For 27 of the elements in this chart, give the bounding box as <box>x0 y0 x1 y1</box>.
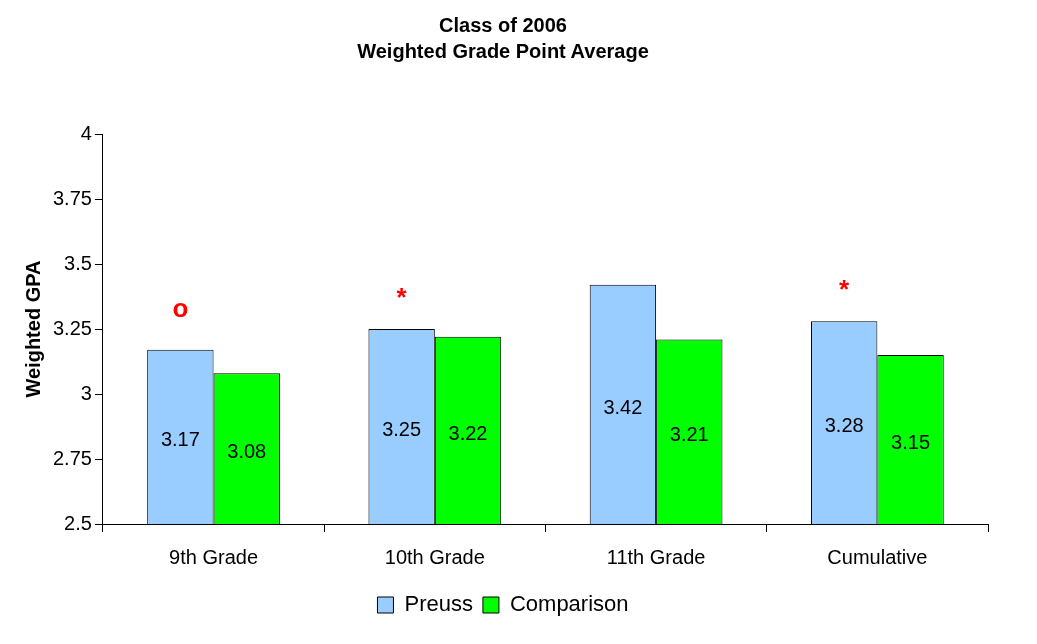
y-tick-label: 4 <box>80 121 92 144</box>
chart-subtitle: Weighted Grade Point Average <box>357 39 649 62</box>
data-label: 3.15 <box>891 431 931 454</box>
chart-title: Class of 2006 <box>439 13 567 36</box>
legend-label: Comparison <box>509 591 629 617</box>
y-tick-label: 3 <box>80 381 92 404</box>
legend-label: Preuss <box>404 591 473 617</box>
data-label: 3.42 <box>603 395 643 418</box>
x-tick-label: 10th Grade <box>384 545 485 568</box>
data-label: 3.22 <box>448 421 488 444</box>
y-tick-label: 3.75 <box>52 186 92 209</box>
annotation: o <box>172 292 189 323</box>
x-tick-label: Cumulative <box>827 545 928 568</box>
data-label: 3.28 <box>824 414 864 437</box>
x-tick-label: 9th Grade <box>169 545 259 568</box>
y-tick-label: 3.25 <box>52 316 92 339</box>
data-label: 3.08 <box>227 440 267 463</box>
y-tick-label: 2.75 <box>52 446 92 469</box>
data-label: 3.25 <box>382 418 422 441</box>
data-label: 3.17 <box>160 428 200 451</box>
annotation: * <box>396 282 408 313</box>
x-tick-label: 11th Grade <box>606 545 706 568</box>
annotation: * <box>839 274 851 305</box>
y-axis-title: Weighted GPA <box>21 260 44 398</box>
y-tick-label: 2.5 <box>64 511 92 534</box>
data-label: 3.21 <box>669 423 709 446</box>
y-tick-label: 3.5 <box>64 251 92 274</box>
